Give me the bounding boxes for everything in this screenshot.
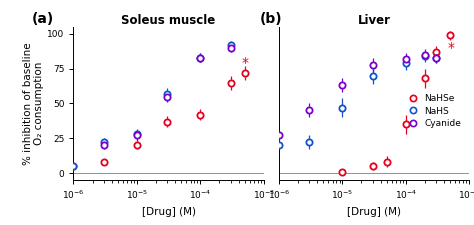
Text: (a): (a)	[32, 12, 54, 26]
Title: Soleus muscle: Soleus muscle	[121, 14, 216, 27]
Text: *: *	[447, 41, 454, 55]
Text: *: *	[242, 56, 249, 70]
X-axis label: [Drug] (M): [Drug] (M)	[347, 207, 401, 217]
Y-axis label: % inhibition of baseline
O₂ consumption: % inhibition of baseline O₂ consumption	[23, 42, 45, 165]
Title: Liver: Liver	[357, 14, 391, 27]
X-axis label: [Drug] (M): [Drug] (M)	[142, 207, 196, 217]
Legend: NaHSe, NaHS, Cyanide: NaHSe, NaHS, Cyanide	[400, 90, 465, 132]
Text: (b): (b)	[260, 12, 283, 26]
